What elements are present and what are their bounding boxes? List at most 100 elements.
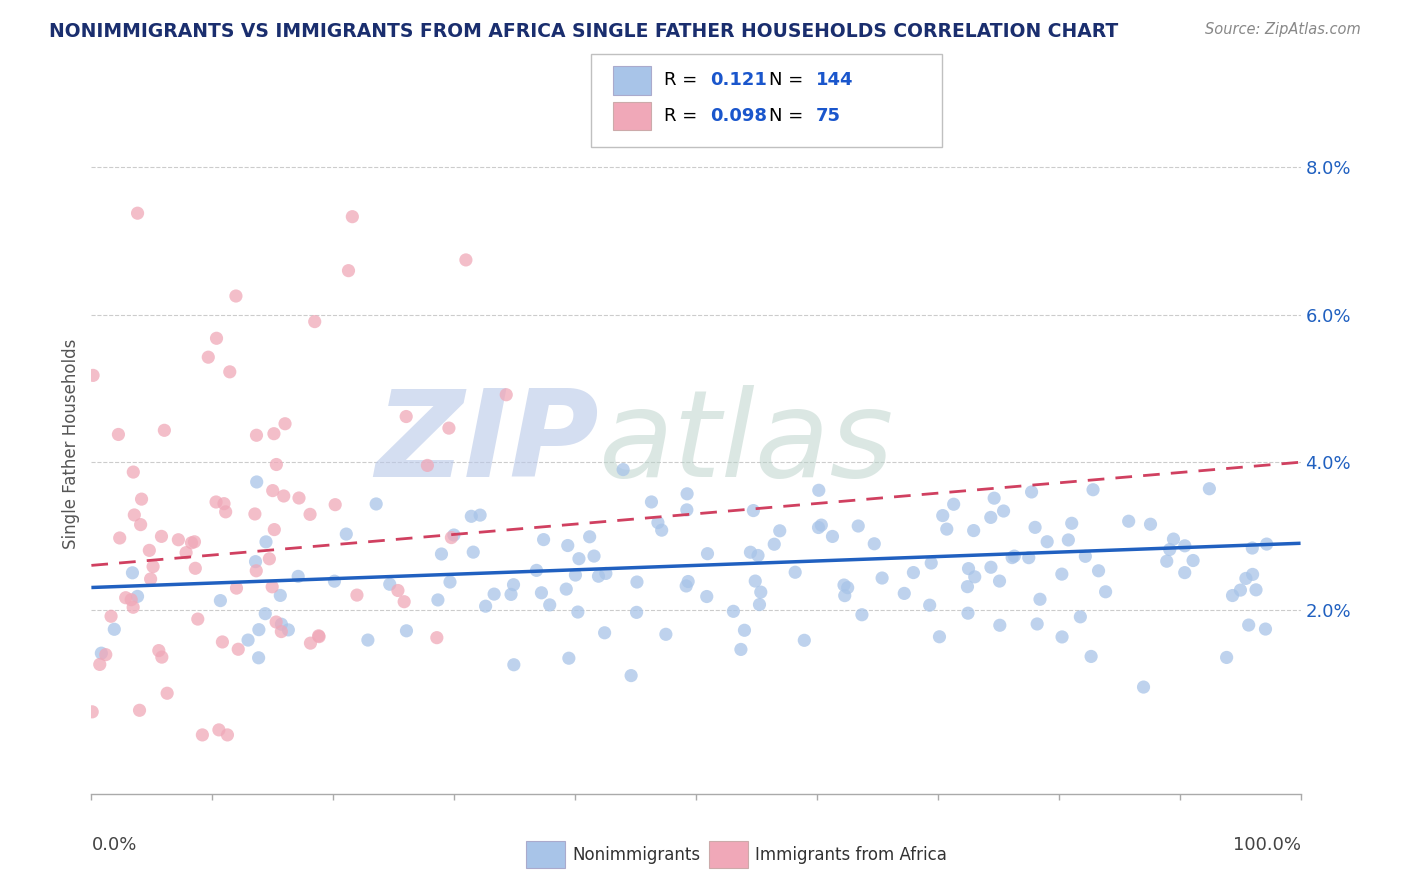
- Point: [138, 543, 160, 558]
- Point: [502, 657, 524, 672]
- Point: [567, 605, 589, 619]
- Point: [254, 534, 277, 549]
- Point: [942, 497, 965, 511]
- Point: [323, 498, 346, 512]
- Point: [156, 686, 179, 700]
- Point: [988, 618, 1011, 632]
- Point: [676, 574, 699, 589]
- Point: [426, 631, 449, 645]
- Text: 100.0%: 100.0%: [1233, 836, 1301, 854]
- Point: [225, 581, 247, 595]
- Point: [1024, 520, 1046, 534]
- Point: [821, 529, 844, 543]
- Point: [903, 566, 925, 580]
- Point: [94, 648, 117, 662]
- Text: 0.121: 0.121: [710, 71, 766, 89]
- Point: [742, 503, 765, 517]
- Point: [387, 583, 409, 598]
- Point: [153, 423, 176, 437]
- Y-axis label: Single Father Households: Single Father Households: [62, 339, 80, 549]
- Point: [920, 556, 942, 570]
- Point: [807, 483, 830, 498]
- Point: [208, 723, 231, 737]
- Point: [262, 483, 284, 498]
- Point: [582, 549, 605, 563]
- Text: 144: 144: [815, 71, 853, 89]
- Point: [956, 606, 979, 620]
- Point: [236, 633, 259, 648]
- Point: [263, 426, 285, 441]
- Text: Source: ZipAtlas.com: Source: ZipAtlas.com: [1205, 22, 1361, 37]
- Point: [676, 503, 699, 517]
- Point: [167, 533, 190, 547]
- Text: N =: N =: [769, 107, 808, 125]
- Text: Nonimmigrants: Nonimmigrants: [572, 846, 700, 863]
- Point: [956, 580, 979, 594]
- Point: [626, 606, 648, 620]
- Point: [246, 475, 269, 489]
- Point: [1163, 532, 1185, 546]
- Point: [1254, 622, 1277, 636]
- Point: [142, 559, 165, 574]
- Point: [696, 590, 718, 604]
- Point: [426, 593, 449, 607]
- Point: [335, 527, 357, 541]
- Point: [1069, 610, 1091, 624]
- Point: [259, 551, 281, 566]
- Point: [1094, 584, 1116, 599]
- Point: [730, 642, 752, 657]
- Point: [247, 623, 270, 637]
- Point: [988, 574, 1011, 588]
- Point: [676, 487, 699, 501]
- Point: [962, 524, 984, 538]
- Point: [124, 508, 146, 522]
- Point: [150, 529, 173, 543]
- Point: [211, 635, 233, 649]
- Point: [337, 263, 360, 277]
- Point: [454, 252, 477, 267]
- Point: [870, 571, 893, 585]
- Point: [1244, 582, 1267, 597]
- Point: [209, 593, 232, 607]
- Point: [150, 650, 173, 665]
- Point: [620, 668, 643, 682]
- Point: [262, 580, 284, 594]
- Point: [304, 315, 326, 329]
- Point: [1174, 539, 1197, 553]
- Point: [851, 607, 873, 622]
- Point: [1081, 483, 1104, 497]
- Point: [558, 651, 581, 665]
- Point: [1237, 618, 1260, 632]
- Point: [1050, 567, 1073, 582]
- Point: [1074, 549, 1097, 564]
- Point: [129, 517, 152, 532]
- Point: [269, 589, 291, 603]
- Point: [342, 210, 364, 224]
- Point: [1021, 485, 1043, 500]
- Point: [612, 462, 634, 476]
- Point: [495, 388, 517, 402]
- Point: [744, 574, 766, 588]
- Point: [378, 577, 401, 591]
- Point: [932, 508, 955, 523]
- Point: [100, 609, 122, 624]
- Point: [723, 604, 745, 618]
- Point: [749, 585, 772, 599]
- Point: [740, 545, 762, 559]
- Point: [245, 555, 267, 569]
- Point: [392, 595, 415, 609]
- Point: [346, 588, 368, 602]
- Point: [299, 508, 322, 522]
- Point: [395, 624, 418, 638]
- Point: [810, 518, 832, 533]
- Text: NONIMMIGRANTS VS IMMIGRANTS FROM AFRICA SINGLE FATHER HOUSEHOLDS CORRELATION CHA: NONIMMIGRANTS VS IMMIGRANTS FROM AFRICA …: [49, 22, 1118, 41]
- Point: [1029, 592, 1052, 607]
- Point: [197, 350, 219, 364]
- Point: [139, 572, 162, 586]
- Point: [1018, 550, 1040, 565]
- Point: [957, 561, 980, 575]
- Point: [893, 586, 915, 600]
- Point: [533, 533, 555, 547]
- Point: [184, 561, 207, 575]
- Point: [205, 495, 228, 509]
